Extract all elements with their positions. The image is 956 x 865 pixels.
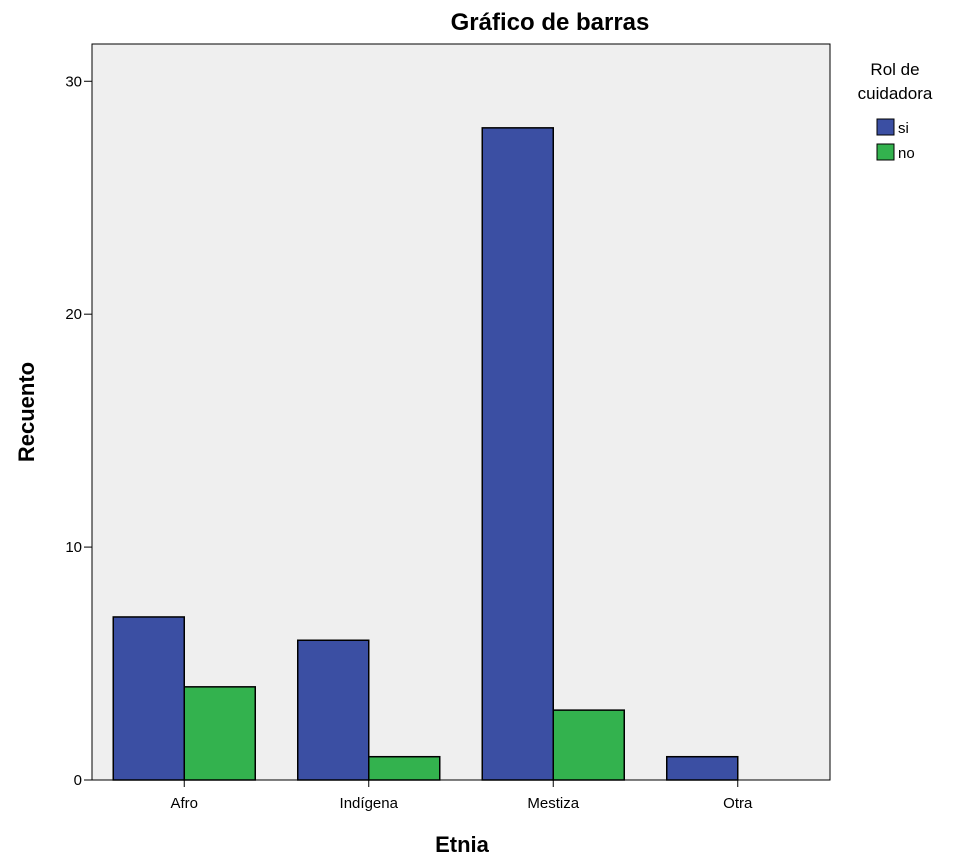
bar-no-indígena xyxy=(368,755,441,781)
x-tick-label: Otra xyxy=(723,795,753,812)
x-tick-label: Afro xyxy=(170,795,198,812)
bar-si-mestiza xyxy=(481,127,554,781)
y-axis-title: Recuento xyxy=(14,362,39,462)
y-axis: 0 10 20 30 xyxy=(65,73,92,789)
bar-si-indígena xyxy=(297,639,370,781)
bar-no-mestiza xyxy=(552,709,625,781)
legend: Rol de cuidadora si no xyxy=(858,60,933,162)
y-tick-label: 20 xyxy=(65,306,82,323)
legend-swatch-no xyxy=(876,143,895,161)
bars xyxy=(112,127,739,781)
bar-no-afro xyxy=(183,686,256,781)
y-tick-label: 0 xyxy=(74,772,82,789)
x-tick-label: Mestiza xyxy=(527,795,579,812)
chart-title: Gráfico de barras xyxy=(451,9,650,36)
legend-title-line-2: cuidadora xyxy=(858,84,933,103)
legend-label-no: no xyxy=(898,145,915,162)
plot-area xyxy=(91,43,831,781)
y-tick-label: 10 xyxy=(65,539,82,556)
y-tick-label: 30 xyxy=(65,73,82,90)
legend-title-line-1: Rol de xyxy=(870,60,919,79)
bar-si-afro xyxy=(112,616,185,781)
x-axis: Afro Indígena Mestiza Otra xyxy=(170,780,753,812)
bar-si-otra xyxy=(666,755,739,781)
legend-swatch-si xyxy=(876,118,895,136)
x-tick-label: Indígena xyxy=(340,795,399,812)
legend-label-si: si xyxy=(898,120,909,137)
x-axis-title: Etnia xyxy=(435,832,490,857)
